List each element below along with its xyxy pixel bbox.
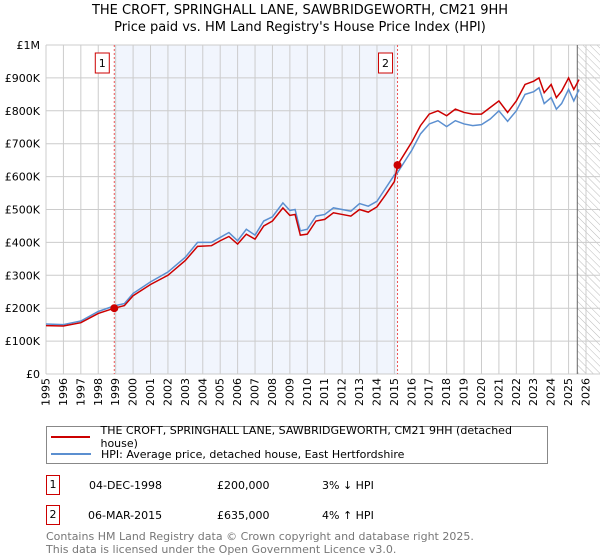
x-tick-label: 2021 <box>492 378 505 406</box>
x-tick-label: 1996 <box>57 378 70 406</box>
legend-item-property: THE CROFT, SPRINGHALL LANE, SAWBRIDGEWOR… <box>51 424 547 450</box>
x-tick-label: 2018 <box>440 378 453 406</box>
sale-label-box <box>94 52 110 74</box>
x-tick-label: 2017 <box>423 378 436 406</box>
chart-subtitle: Price paid vs. HM Land Registry's House … <box>114 20 486 35</box>
x-tick-label: 2000 <box>127 378 140 406</box>
x-tick-label: 2004 <box>196 378 209 406</box>
legend-label: HPI: Average price, detached house, East… <box>101 447 405 461</box>
sale-badge: 2 <box>46 505 60 525</box>
sale-price: £200,000 <box>217 479 270 492</box>
legend-item-hpi: HPI: Average price, detached house, East… <box>51 446 404 462</box>
y-tick-label: £300K <box>5 269 41 282</box>
x-tick-label: 2025 <box>562 378 575 406</box>
x-tick-label: 2023 <box>527 378 540 406</box>
y-tick-label: £800K <box>5 105 41 118</box>
footer-line-2: This data is licensed under the Open Gov… <box>46 543 397 556</box>
x-tick-label: 2005 <box>214 378 227 406</box>
y-tick-label: £900K <box>5 72 41 85</box>
sale-price: £635,000 <box>217 509 270 522</box>
sale-badge: 1 <box>46 475 60 495</box>
sale-hpi: 3% ↓ HPI <box>322 479 374 492</box>
x-tick-label: 2015 <box>388 378 401 406</box>
y-tick-label: £200K <box>5 302 41 315</box>
y-tick-label: £400K <box>5 236 41 249</box>
x-tick-label: 2012 <box>336 378 349 406</box>
y-tick-label: £500K <box>5 204 41 217</box>
sale-row-1: 1 04-DEC-1998 £200,000 3% ↓ HPI <box>46 475 546 495</box>
sale-date: 06-MAR-2015 <box>88 509 163 522</box>
sale-point <box>393 161 402 170</box>
sale-date: 04-DEC-1998 <box>89 479 163 492</box>
x-tick-label: 2006 <box>231 378 244 406</box>
plot-area: 1995 1996 1997 1998 1999 2000 2001 2002 2003 2004… <box>5 39 600 406</box>
x-tick-label: 2019 <box>458 378 471 406</box>
footer-line-1: Contains HM Land Registry data © Crown c… <box>46 530 474 543</box>
sale-label: 1 <box>99 57 106 70</box>
legend: THE CROFT, SPRINGHALL LANE, SAWBRIDGEWOR… <box>46 424 548 464</box>
x-tick-label: 2020 <box>475 378 488 406</box>
sale-label: 2 <box>382 57 389 70</box>
x-tick-label: 2010 <box>301 378 314 406</box>
y-tick-label: £0 <box>26 368 40 381</box>
x-tick-label: 2022 <box>510 378 523 406</box>
x-tick-label: 2014 <box>370 378 383 406</box>
x-tick-label: 1999 <box>109 378 122 406</box>
hpi-line <box>45 86 580 326</box>
legend-swatch-red <box>51 436 91 438</box>
y-tick-label: £700K <box>5 138 41 151</box>
sale-label-box <box>378 52 394 74</box>
sale-row-2: 2 06-MAR-2015 £635,000 4% ↑ HPI <box>46 505 546 525</box>
property-price-line <box>45 76 580 327</box>
x-tick-label: 2013 <box>353 378 366 406</box>
x-tick-label: 2026 <box>580 378 593 406</box>
x-tick-label: 2016 <box>405 378 418 406</box>
x-tick-label: 2003 <box>179 378 192 406</box>
x-tick-label: 2008 <box>266 378 279 406</box>
legend-swatch-blue <box>51 453 91 455</box>
x-tick-label: 2011 <box>318 378 331 406</box>
sale-point <box>110 304 119 313</box>
x-tick-label: 2007 <box>249 378 262 406</box>
y-tick-label: £1M <box>17 39 41 52</box>
x-tick-label: 1997 <box>74 378 87 406</box>
x-tick-label: 2001 <box>144 378 157 406</box>
legend-label: THE CROFT, SPRINGHALL LANE, SAWBRIDGEWOR… <box>100 424 512 450</box>
chart-title: THE CROFT, SPRINGHALL LANE, SAWBRIDGEWOR… <box>91 3 509 18</box>
x-tick-label: 1998 <box>92 378 105 406</box>
x-tick-label: 2009 <box>283 378 296 406</box>
sale-hpi: 4% ↑ HPI <box>322 509 374 522</box>
y-tick-label: £100K <box>5 335 41 348</box>
x-tick-label: 2024 <box>545 378 558 406</box>
y-tick-label: £600K <box>5 171 41 184</box>
x-tick-label: 1995 <box>40 378 53 406</box>
x-tick-label: 2002 <box>161 378 174 406</box>
